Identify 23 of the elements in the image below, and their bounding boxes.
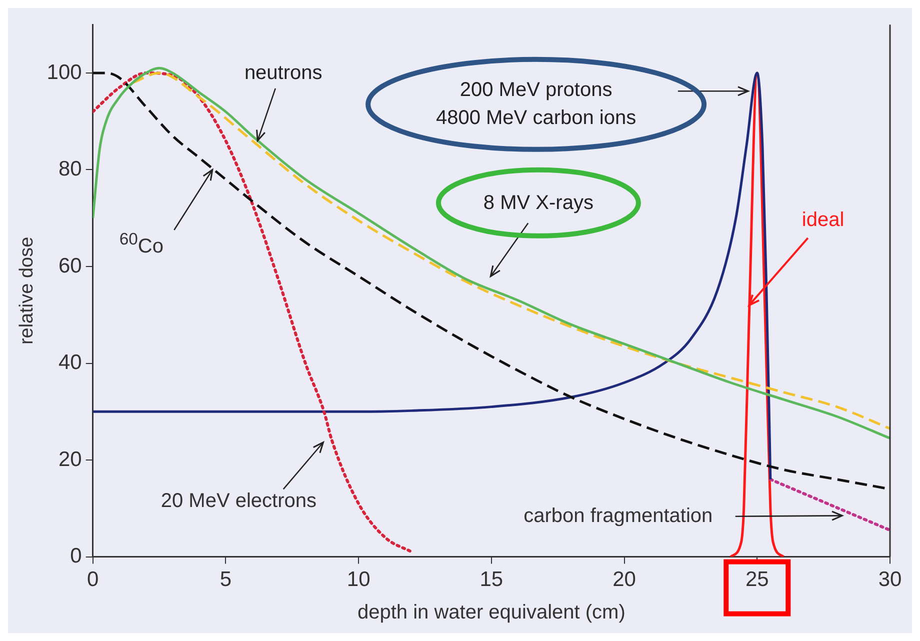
y-tick-label: 100 [46,60,82,84]
annotation: carbon fragmentation [524,504,713,530]
line-series [768,478,890,532]
annotation: ideal [802,208,844,233]
x-tick-label: 5 [220,568,232,592]
x-tick-label: 20 [612,568,636,592]
x-tick-label: 15 [480,568,504,592]
x-tick-label: 10 [346,568,370,592]
y-tick-label: 60 [58,254,82,278]
annotation: $^{60}$Co [119,229,164,260]
x-axis-title: depth in water equivalent (cm) [357,602,626,624]
annotation: 20 MeV electrons [160,488,317,514]
annotation: neutrons [244,61,322,86]
y-tick-label: 80 [58,158,82,181]
y-tick-label: 20 [58,448,82,471]
y-tick-label: 0 [70,544,82,568]
x-tick-label: 30 [878,568,902,592]
annotation: 8 MV X-rays [483,190,594,216]
y-axis-title: relative dose [16,236,38,345]
y-tick-label: 40 [58,351,82,374]
annotation: 200 MeV protons 4800 MeV carbon ions [436,78,636,132]
x-tick-label: 0 [86,568,99,592]
x-tick-label: 25 [745,568,769,592]
